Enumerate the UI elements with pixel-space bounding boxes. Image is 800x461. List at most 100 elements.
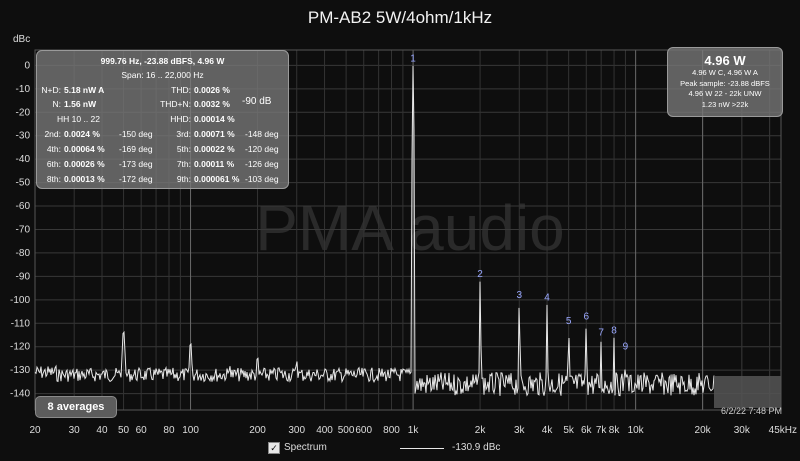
x-tick-label: 5k — [563, 425, 575, 436]
x-tick-label: 800 — [383, 425, 400, 436]
x-tick-label: 10k — [628, 425, 645, 436]
n-label: N: — [52, 99, 62, 109]
h9-label: 9th: — [176, 174, 191, 184]
harmonic-label: 3 — [516, 290, 522, 301]
y-tick-label: -70 — [16, 224, 31, 235]
x-tick-label: 3k — [514, 425, 526, 436]
h7-value: 0.00011 % — [194, 159, 235, 169]
x-tick-label: 600 — [355, 425, 372, 436]
h9-phase: -103 deg — [245, 174, 279, 184]
x-tick-label: 2k — [475, 425, 487, 436]
h3-label: 3rd: — [176, 129, 191, 139]
y-tick-label: -110 — [11, 318, 31, 329]
y-tick-label: -30 — [16, 131, 31, 142]
power-panel[interactable]: 4.96 W 4.96 W C, 4.96 W A Peak sample: -… — [667, 47, 783, 117]
watermark: PMA audio — [255, 192, 565, 264]
x-tick-label: 300 — [288, 425, 305, 436]
harmonic-label: 6 — [583, 311, 589, 322]
h2-label: 2nd: — [44, 129, 61, 139]
power-line-2: Peak sample: -23.88 dBFS — [680, 78, 770, 88]
h8-phase: -172 deg — [119, 174, 153, 184]
x-tick-label: 45kHz — [769, 425, 797, 436]
x-tick-label: 4k — [542, 425, 554, 436]
timestamp: 6/2/22 7:48 PM — [720, 406, 782, 416]
y-tick-label: -130 — [10, 365, 30, 376]
x-tick-label: 7k — [596, 425, 608, 436]
x-tick-label: 20 — [29, 425, 41, 436]
x-tick-label: 50 — [118, 425, 130, 436]
h5-value: 0.00022 % — [194, 144, 235, 154]
h8-value: 0.00013 % — [64, 174, 105, 184]
db-note: -90 dB — [242, 96, 272, 107]
nd-value: 5.18 nW A — [64, 85, 105, 95]
y-tick-label: -10 — [16, 84, 31, 95]
power-line-4: 1.23 nW >22k — [701, 99, 749, 109]
measurement-span: Span: 16 .. 22,000 Hz — [121, 70, 204, 80]
harmonic-label: 7 — [598, 328, 604, 339]
thdn-label: THD+N: — [160, 99, 191, 109]
measurement-header-1: 999.76 Hz, -23.88 dBFS, 4.96 W — [100, 56, 225, 66]
chart-title: PM-AB2 5W/4ohm/1kHz — [307, 8, 493, 27]
h3-value: 0.00071 % — [194, 129, 235, 139]
x-tick-label: 500 — [338, 425, 355, 436]
h7-phase: -126 deg — [245, 159, 279, 169]
harmonic-label: 4 — [544, 293, 550, 304]
h8-label: 8th: — [46, 174, 61, 184]
legend-value: -130.9 dBc — [452, 442, 501, 453]
thd-label: THD: — [171, 85, 191, 95]
h2-value: 0.0024 % — [64, 129, 100, 139]
y-tick-label: -50 — [16, 178, 31, 189]
spectrum-trace — [34, 65, 715, 397]
harmonic-label: 1 — [410, 53, 416, 64]
harmonic-label: 9 — [623, 342, 629, 353]
h4-label: 4th: — [46, 144, 61, 154]
x-tick-label: 20k — [695, 425, 712, 436]
y-tick-label: 0 — [24, 60, 30, 71]
h3-phase: -148 deg — [245, 129, 279, 139]
hh-label: HH 10 .. 22 — [57, 114, 100, 124]
x-tick-label: 400 — [316, 425, 333, 436]
harmonic-label: 8 — [611, 325, 617, 336]
harmonic-markers: 1 2 3 4 5 67 89 — [410, 53, 628, 352]
legend-name: Spectrum — [284, 442, 327, 453]
power-line-3: 4.96 W 22 - 22k UNW — [688, 89, 762, 98]
measurement-panel[interactable]: 999.76 Hz, -23.88 dBFS, 4.96 W Span: 16 … — [36, 50, 289, 189]
x-tick-label: 40 — [96, 425, 108, 436]
thd-value: 0.0026 % — [194, 85, 230, 95]
h6-label: 6th: — [46, 159, 61, 169]
x-tick-label: 200 — [249, 425, 266, 436]
y-tick-label: -40 — [16, 154, 31, 165]
y-tick-label: -20 — [16, 107, 31, 118]
y-axis-label: dBc — [13, 34, 30, 45]
hhd-label: HHD: — [170, 114, 191, 124]
harmonic-label: 2 — [477, 269, 483, 280]
x-tick-label: 30k — [734, 425, 751, 436]
out-of-band-noise — [714, 376, 781, 408]
y-tick-label: -60 — [16, 201, 31, 212]
h4-phase: -169 deg — [119, 144, 153, 154]
averages-badge[interactable]: 8 averages — [35, 396, 117, 418]
nd-label: N+D: — [41, 85, 61, 95]
y-tick-label: -120 — [10, 342, 30, 353]
x-tick-label: 1k — [408, 425, 420, 436]
x-tick-label: 30 — [69, 425, 81, 436]
legend-line-swatch — [400, 448, 444, 449]
y-tick-label: -140 — [10, 389, 30, 400]
harmonic-label: 5 — [566, 316, 572, 327]
n-value: 1.56 nW — [64, 99, 97, 109]
power-main: 4.96 W — [704, 53, 746, 68]
x-tick-label: 60 — [136, 425, 148, 436]
thdn-value: 0.0032 % — [194, 99, 230, 109]
x-tick-label: 100 — [182, 425, 199, 436]
h6-value: 0.00026 % — [64, 159, 105, 169]
h4-value: 0.00064 % — [64, 144, 105, 154]
spectrum-checkbox[interactable]: ✓ — [268, 442, 280, 454]
h2-phase: -150 deg — [119, 129, 153, 139]
y-tick-label: -90 — [16, 271, 31, 282]
x-tick-label: 6k — [581, 425, 593, 436]
legend: ✓ Spectrum -130.9 dBc — [0, 440, 800, 460]
plot-frame — [34, 49, 782, 411]
power-line-1: 4.96 W C, 4.96 W A — [692, 68, 758, 77]
x-tick-labels: 20 30 40 50 60 80 100 200 300 400 500 600 800 1k 2k 3k 4… — [29, 425, 797, 436]
y-tick-label: -100 — [10, 295, 30, 306]
